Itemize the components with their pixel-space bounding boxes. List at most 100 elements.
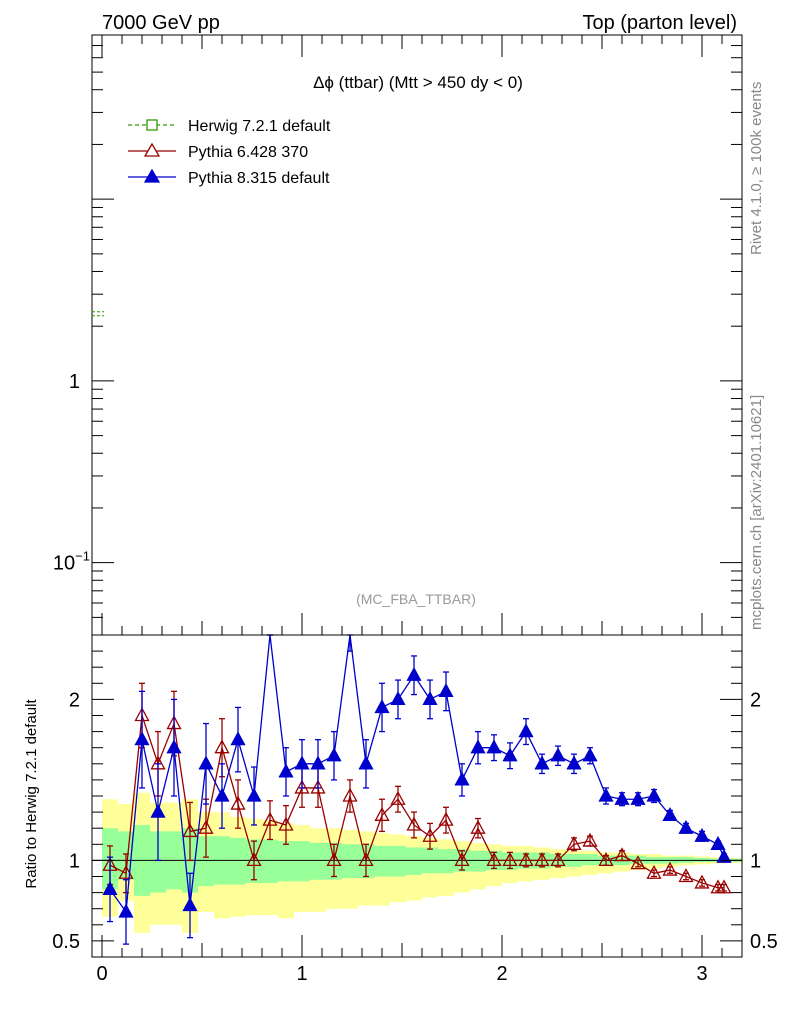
data-point-marker — [422, 691, 438, 706]
data-point-marker — [454, 771, 470, 786]
data-point-marker — [470, 739, 486, 754]
data-point-marker — [678, 868, 694, 883]
data-point-marker — [342, 787, 358, 802]
ratio-x-tick-label: 1 — [296, 963, 307, 985]
rivet-label: Rivet 4.1.0, ≥ 100k events — [748, 82, 765, 255]
data-point-marker — [678, 819, 694, 834]
data-point-marker — [278, 763, 294, 778]
data-point-marker — [310, 779, 326, 794]
data-point-marker — [534, 755, 550, 770]
ratio-y-tick-label-left: 0.5 — [52, 931, 80, 953]
data-point-marker — [214, 787, 230, 802]
data-point-marker — [102, 881, 118, 896]
data-point-marker — [710, 835, 726, 850]
data-point-marker — [454, 852, 470, 867]
legend-triangle-marker — [143, 142, 161, 157]
data-point-marker — [614, 790, 630, 805]
data-point-marker — [310, 755, 326, 770]
ratio-ticks: 0.5 0.5 1 1 2 2 0 1 2 3 — [52, 35, 778, 985]
legend-entry-label: Pythia 8.315 default — [188, 170, 330, 187]
legend-entry-label: Herwig 7.2.1 default — [188, 118, 331, 135]
data-point-marker — [198, 755, 214, 770]
data-point-marker — [214, 739, 230, 754]
data-point-marker — [118, 903, 134, 918]
data-point-marker — [374, 806, 390, 821]
data-point-marker — [582, 747, 598, 762]
data-point-marker — [326, 747, 342, 762]
data-point-marker — [694, 827, 710, 842]
data-point-marker — [486, 739, 502, 754]
ratio-y-tick-label-right: 0.5 — [750, 931, 778, 953]
data-point-marker — [630, 855, 646, 870]
main-y-tick-label: 10−1 — [53, 549, 90, 575]
main-y-tick-sup: −1 — [75, 549, 90, 564]
data-point-marker — [438, 811, 454, 826]
data-point-marker — [294, 779, 310, 794]
data-point-marker — [598, 852, 614, 867]
data-point-marker — [566, 835, 582, 850]
data-point-marker — [390, 790, 406, 805]
data-point-marker — [534, 852, 550, 867]
data-point-marker — [646, 787, 662, 802]
main-panel: Δϕ (ttbar) (Mtt > 450 dy < 0) (MC_FBA_TT… — [53, 34, 743, 636]
data-point-marker — [246, 787, 262, 802]
data-point-marker — [326, 852, 342, 867]
legend-triangle-marker — [143, 168, 161, 183]
ratio-y-tick-label-left: 1 — [69, 850, 80, 872]
data-point-marker — [278, 816, 294, 831]
header-left-title: 7000 GeV pp — [102, 12, 220, 34]
ratio-y-tick-label-right: 1 — [750, 850, 761, 872]
data-point-marker — [646, 864, 662, 879]
data-point-marker — [550, 747, 566, 762]
ratio-x-tick-label: 3 — [696, 963, 707, 985]
ratio-series — [102, 634, 732, 945]
series-pythia6 — [102, 682, 732, 894]
data-point-marker — [502, 852, 518, 867]
data-point-marker — [182, 823, 198, 838]
ratio-x-tick-label: 0 — [96, 963, 107, 985]
data-point-marker — [230, 795, 246, 810]
data-point-marker — [374, 699, 390, 714]
legend-entry-label: Pythia 6.428 370 — [188, 144, 308, 161]
ratio-x-tick-label: 2 — [496, 963, 507, 985]
ratio-panel: 0.5 0.5 1 1 2 2 0 1 2 3 Ratio to Herwig 7.2.1 def… — [23, 35, 778, 985]
data-point-marker — [358, 852, 374, 867]
ratio-y-label: Ratio to Herwig 7.2.1 default — [23, 699, 40, 889]
data-point-marker — [246, 852, 262, 867]
main-y-tick-label: 1 — [69, 371, 80, 393]
data-point-marker — [134, 731, 150, 746]
data-point-marker — [694, 874, 710, 889]
mcplots-label: mcplots.cern.ch [arXiv:2401.10621] — [748, 395, 765, 630]
data-point-marker — [390, 691, 406, 706]
data-point-marker — [550, 852, 566, 867]
header-right-title: Top (parton level) — [582, 12, 737, 34]
legend-square-marker — [146, 119, 158, 131]
watermark: (MC_FBA_TTBAR) — [356, 591, 476, 607]
data-point-marker — [470, 819, 486, 834]
series-line — [109, 634, 725, 914]
data-point-marker — [614, 847, 630, 862]
data-point-marker — [198, 819, 214, 834]
series-line — [109, 715, 724, 889]
ratio-bands — [92, 792, 742, 933]
data-point-marker — [182, 897, 198, 912]
data-point-marker — [486, 852, 502, 867]
data-point-marker — [662, 861, 678, 876]
data-point-marker — [166, 739, 182, 754]
series-pythia8 — [102, 634, 732, 945]
ratio-y-tick-label-right: 2 — [750, 689, 761, 711]
data-point-marker — [262, 811, 278, 826]
legend: Herwig 7.2.1 default Pythia 6.428 370 Pyth… — [128, 118, 331, 187]
data-point-marker — [422, 827, 438, 842]
main-title: Δϕ (ttbar) (Mtt > 450 dy < 0) — [313, 73, 523, 92]
data-point-marker — [438, 682, 454, 697]
data-point-marker — [582, 832, 598, 847]
ratio-y-tick-label-left: 2 — [69, 689, 80, 711]
data-point-marker — [716, 848, 732, 863]
data-point-marker — [518, 723, 534, 738]
data-point-marker — [294, 755, 310, 770]
data-point-marker — [598, 787, 614, 802]
data-point-marker — [716, 879, 732, 894]
data-point-marker — [406, 666, 422, 681]
